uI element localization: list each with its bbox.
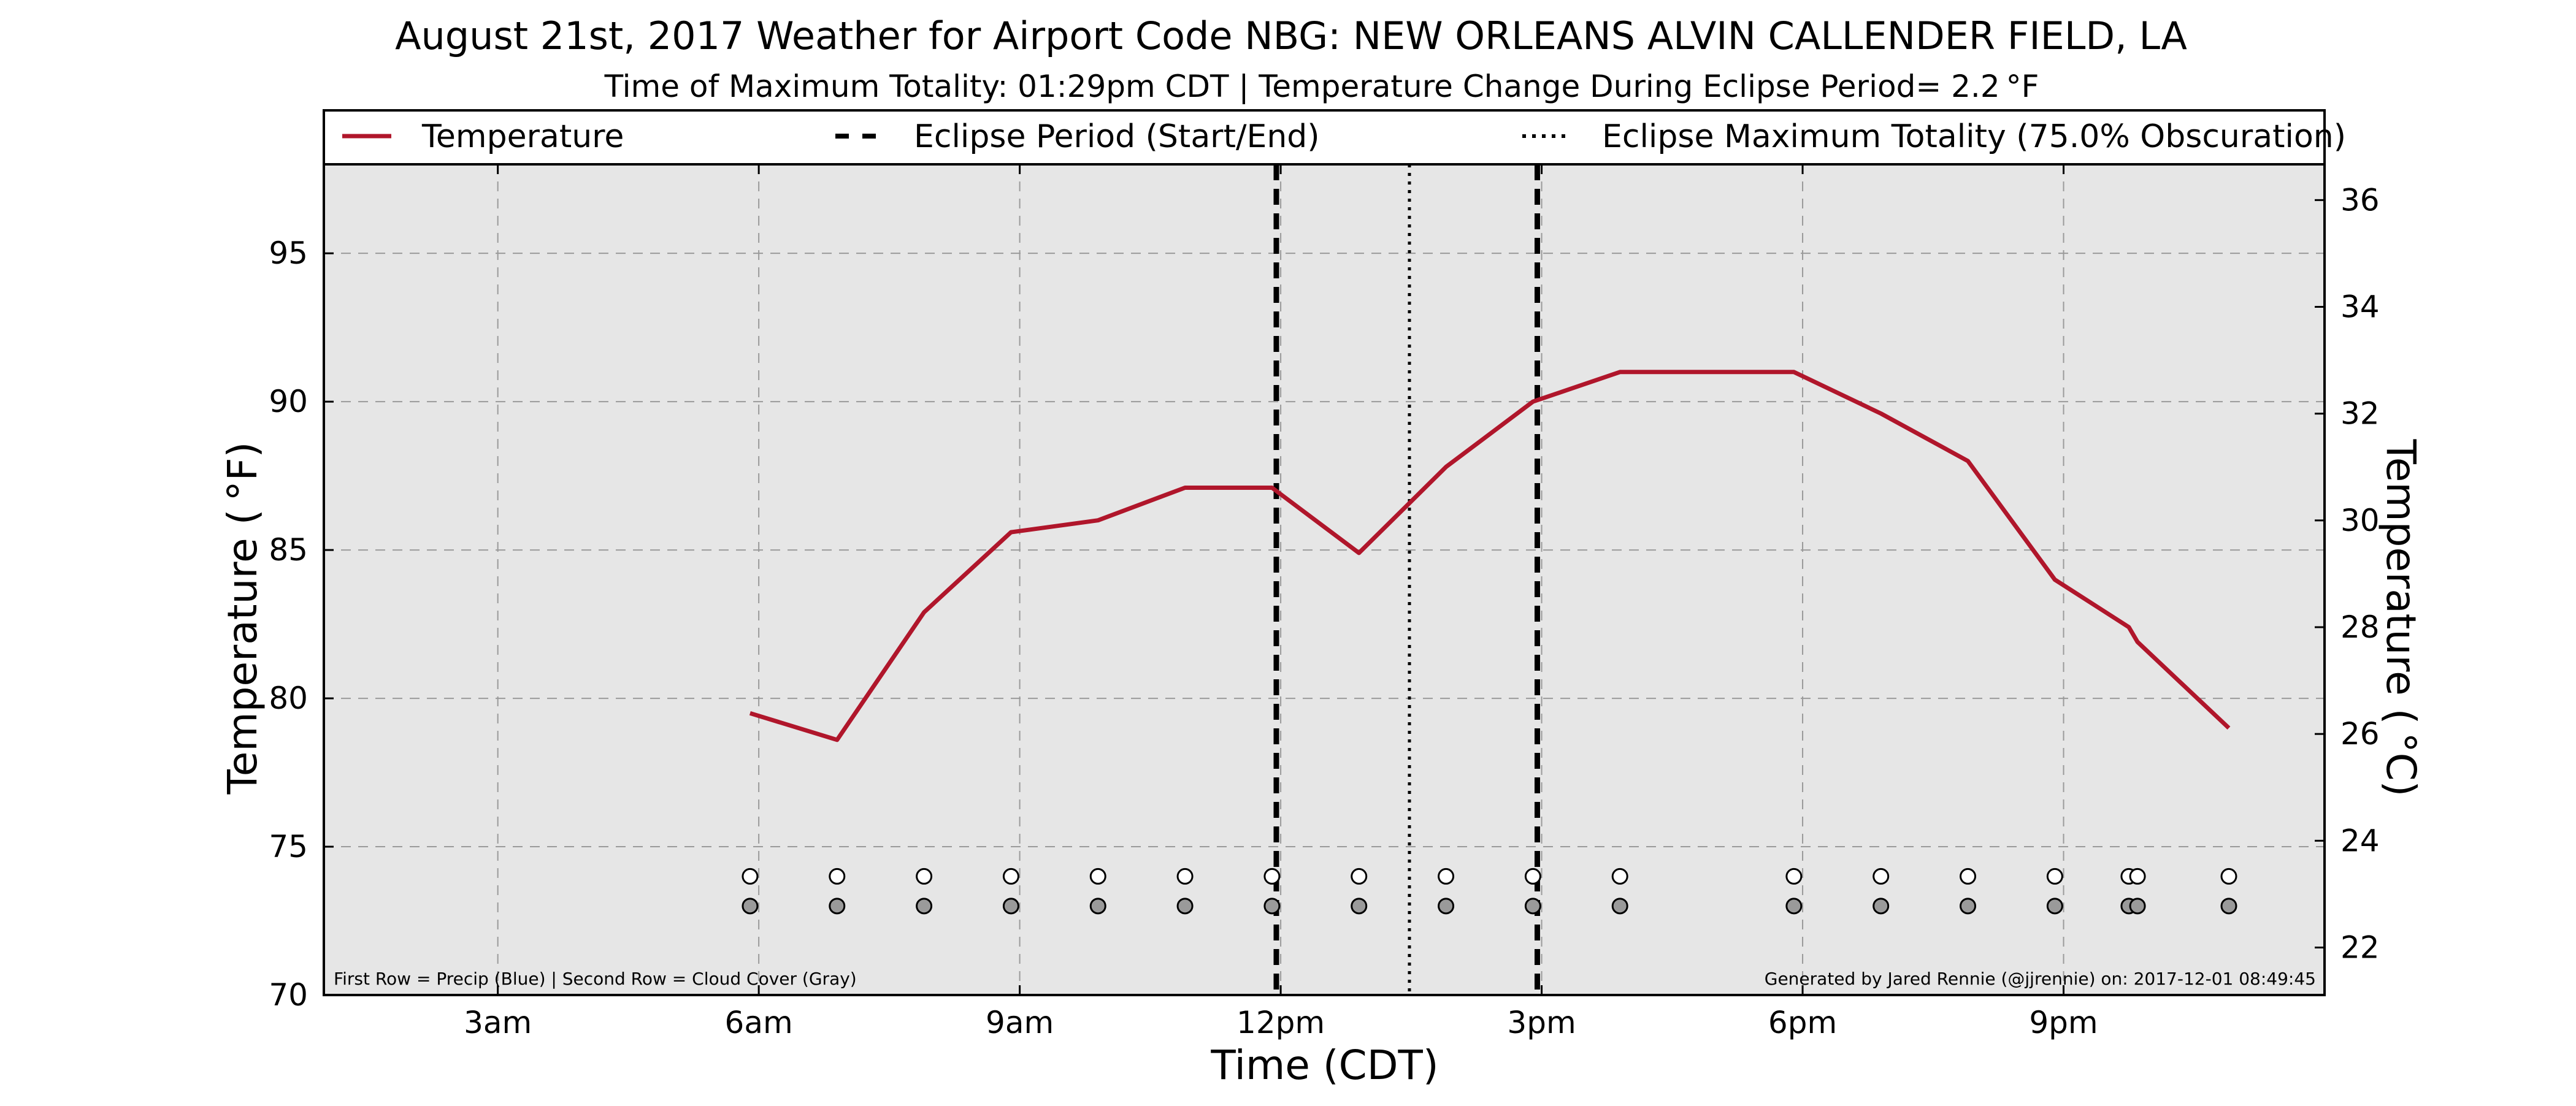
precip-marker-9	[1525, 869, 1540, 883]
legend-label-eclipse-period: Eclipse Period (Start/End)	[914, 118, 1320, 155]
x-tick-label-6: 9pm	[2029, 1005, 2098, 1040]
precip-marker-11	[1787, 869, 1801, 883]
x-tick-label-4: 3pm	[1507, 1005, 1576, 1040]
cloud-cover-marker-12	[1874, 899, 1888, 913]
precip-marker-3	[1003, 869, 1018, 883]
cloud-cover-marker-0	[743, 899, 757, 913]
y-tick-label-4: 90	[269, 384, 308, 419]
y-tick-label-5: 95	[269, 235, 308, 271]
precip-marker-1	[830, 869, 845, 883]
cloud-cover-marker-4	[1091, 899, 1105, 913]
cloud-cover-marker-10	[1612, 899, 1627, 913]
x-tick-label-3: 12pm	[1236, 1005, 1325, 1040]
cloud-cover-marker-1	[830, 899, 845, 913]
cloud-cover-marker-2	[917, 899, 932, 913]
y-tick-label-3: 85	[269, 532, 308, 568]
precip-marker-12	[1874, 869, 1888, 883]
cloud-cover-marker-3	[1003, 899, 1018, 913]
x-tick-label-0: 3am	[464, 1005, 532, 1040]
precip-marker-2	[917, 869, 932, 883]
cloud-cover-marker-7	[1352, 899, 1367, 913]
y-right-tick-label-5: 32	[2340, 396, 2380, 432]
cloud-cover-marker-17	[2221, 899, 2236, 913]
cloud-cover-marker-8	[1439, 899, 1454, 913]
y-tick-label-2: 80	[269, 681, 308, 716]
precip-marker-4	[1091, 869, 1105, 883]
precip-marker-5	[1178, 869, 1192, 883]
note-left: First Row = Precip (Blue) | Second Row =…	[334, 969, 857, 989]
y-axis-label-left: Temperature ( °F)	[219, 442, 266, 795]
y-right-tick-label-3: 28	[2340, 609, 2380, 645]
chart-subtitle: Time of Maximum Totality: 01:29pm CDT | …	[604, 69, 2039, 104]
precip-marker-17	[2221, 869, 2236, 883]
plot-area	[324, 164, 2325, 995]
legend-label-temperature: Temperature	[421, 118, 624, 155]
legend: Temperature Eclipse Period (Start/End) E…	[324, 110, 2346, 164]
cloud-cover-marker-9	[1525, 899, 1540, 913]
y-right-tick-label-2: 26	[2340, 716, 2380, 752]
y-right-tick-label-0: 22	[2340, 929, 2380, 965]
precip-marker-13	[1961, 869, 1976, 883]
cloud-cover-marker-6	[1265, 899, 1279, 913]
precip-marker-7	[1352, 869, 1367, 883]
cloud-cover-marker-16	[2130, 899, 2145, 913]
precip-marker-16	[2130, 869, 2145, 883]
legend-label-eclipse-max: Eclipse Maximum Totality (75.0% Obscurat…	[1602, 118, 2346, 155]
note-right: Generated by Jared Rennie (@jjrennie) on…	[1765, 969, 2316, 989]
cloud-cover-marker-5	[1178, 899, 1192, 913]
x-tick-label-2: 9am	[986, 1005, 1054, 1040]
precip-marker-10	[1612, 869, 1627, 883]
y-axis-label-right: Temperature ( °C)	[2377, 439, 2425, 797]
cloud-cover-marker-11	[1787, 899, 1801, 913]
y-tick-label-1: 75	[269, 829, 308, 864]
y-right-tick-label-4: 30	[2340, 503, 2380, 538]
cloud-cover-marker-13	[1961, 899, 1976, 913]
y-tick-label-0: 70	[269, 977, 308, 1013]
chart-title: August 21st, 2017 Weather for Airport Co…	[395, 13, 2187, 58]
y-right-tick-label-6: 34	[2340, 289, 2380, 325]
cloud-cover-marker-14	[2047, 899, 2062, 913]
precip-marker-6	[1265, 869, 1279, 883]
precip-marker-14	[2047, 869, 2062, 883]
x-tick-label-1: 6am	[725, 1005, 793, 1040]
y-right-tick-label-7: 36	[2340, 182, 2380, 218]
precip-marker-0	[743, 869, 757, 883]
x-axis-label: Time (CDT)	[1210, 1042, 1438, 1089]
precip-marker-8	[1439, 869, 1454, 883]
x-tick-label-5: 6pm	[1768, 1005, 1837, 1040]
y-right-tick-label-1: 24	[2340, 823, 2380, 858]
